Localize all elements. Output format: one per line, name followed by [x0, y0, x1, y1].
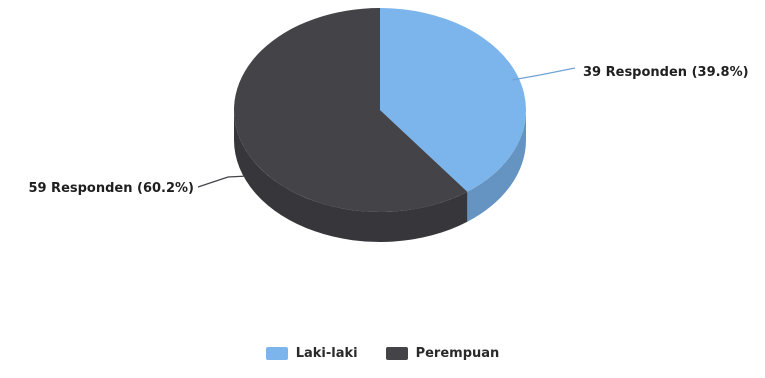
legend-swatch-laki-laki: [265, 347, 288, 360]
legend-item-laki-laki[interactable]: Laki-laki: [265, 346, 358, 361]
pie-slice-laki-laki[interactable]: [380, 8, 526, 192]
pie-slice-perempuan[interactable]: [234, 8, 468, 212]
connector-laki-laki: [512, 67, 576, 81]
chart-legend: Laki-laki Perempuan: [0, 346, 765, 361]
pie-side-perempuan: [234, 110, 468, 243]
data-label-perempuan: 59 Responden (60.2%): [28, 181, 194, 196]
data-label-laki-laki: 39 Responden (39.8%): [583, 65, 749, 80]
legend-swatch-perempuan: [385, 347, 408, 360]
connector-perempuan: [197, 175, 246, 188]
legend-item-perempuan[interactable]: Perempuan: [385, 346, 500, 361]
pie-side-walls: [234, 110, 526, 243]
legend-label-laki-laki: Laki-laki: [295, 346, 358, 361]
legend-label-perempuan: Perempuan: [415, 346, 500, 361]
pie-side-laki-laki: [467, 110, 526, 222]
